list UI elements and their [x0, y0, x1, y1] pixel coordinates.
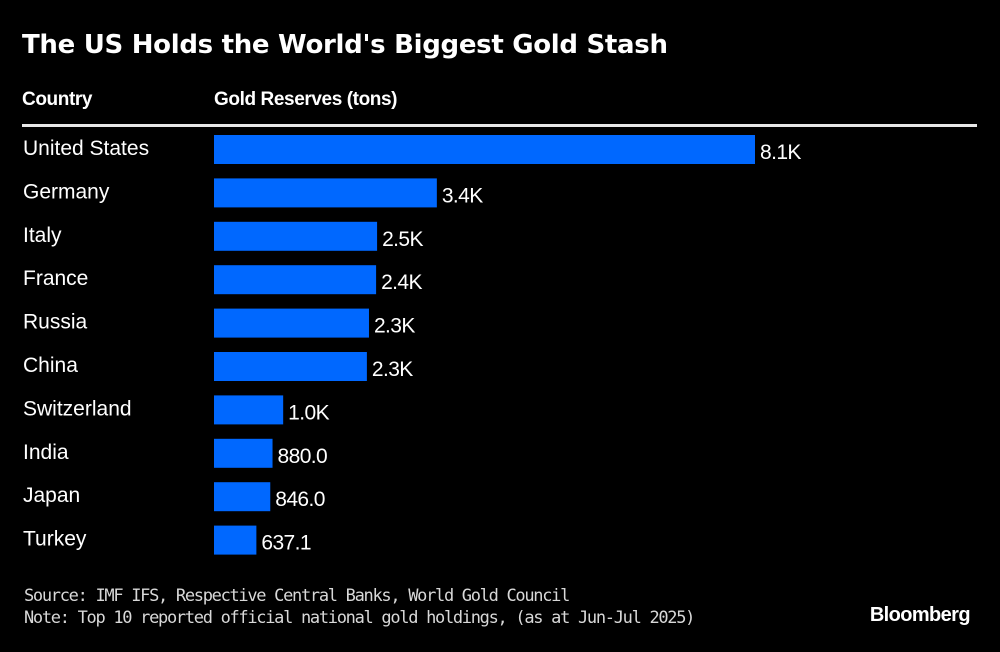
header-rule — [22, 124, 977, 127]
value-label: 3.4K — [442, 184, 483, 207]
value-column-header: Gold Reserves (tons) — [214, 89, 398, 110]
chart-title: The US Holds the World's Biggest Gold St… — [22, 30, 668, 60]
value-label: 2.3K — [374, 315, 415, 338]
bar — [214, 482, 271, 512]
bar — [214, 265, 377, 295]
value-label: 846.0 — [275, 488, 325, 511]
bar — [214, 352, 367, 381]
bar — [214, 178, 437, 208]
category-label: United States — [23, 137, 149, 160]
value-label: 880.0 — [278, 445, 328, 468]
value-label: 1.0K — [288, 401, 329, 424]
value-label: 2.5K — [382, 228, 423, 251]
bar — [214, 395, 284, 425]
bar — [214, 438, 273, 468]
category-label: India — [23, 441, 69, 464]
category-label: Germany — [23, 180, 110, 203]
source-note: Source: IMF IFS, Respective Central Bank… — [24, 586, 570, 606]
category-label: Italy — [23, 224, 62, 247]
bar — [214, 221, 378, 251]
value-label: 637.1 — [261, 532, 311, 555]
footnote: Note: Top 10 reported official national … — [24, 608, 695, 628]
value-label: 2.4K — [381, 271, 422, 294]
category-label: Japan — [23, 484, 80, 507]
bar — [214, 308, 369, 338]
category-label: Russia — [23, 311, 88, 334]
value-label: 8.1K — [760, 141, 801, 164]
category-label: Turkey — [23, 528, 87, 551]
bloomberg-logo: Bloomberg — [869, 604, 971, 626]
category-label: France — [23, 267, 88, 290]
category-label: Switzerland — [23, 397, 132, 420]
value-label: 2.3K — [372, 358, 413, 381]
bar — [214, 525, 257, 555]
bar — [214, 135, 755, 164]
bar-chart: United States 8.1K Germany 3.4K Italy 2.5K Fra… — [23, 135, 802, 555]
category-label: China — [23, 354, 78, 377]
country-column-header: Country — [22, 89, 93, 110]
